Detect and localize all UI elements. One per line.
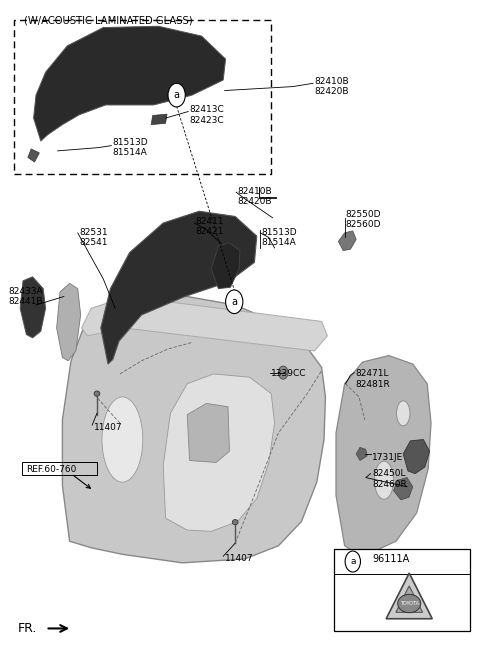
Ellipse shape bbox=[374, 461, 394, 499]
Text: 82450L
82460R: 82450L 82460R bbox=[372, 469, 407, 489]
Ellipse shape bbox=[396, 401, 410, 426]
Polygon shape bbox=[28, 149, 39, 162]
Circle shape bbox=[168, 83, 185, 107]
Ellipse shape bbox=[232, 520, 238, 525]
Text: 82411
82421: 82411 82421 bbox=[196, 216, 224, 236]
Circle shape bbox=[278, 366, 288, 379]
Text: 96111A: 96111A bbox=[372, 554, 409, 564]
Polygon shape bbox=[34, 26, 226, 141]
Polygon shape bbox=[356, 447, 367, 461]
Text: 81513D
81514A: 81513D 81514A bbox=[262, 228, 297, 247]
Polygon shape bbox=[338, 231, 356, 251]
Polygon shape bbox=[396, 586, 422, 612]
Polygon shape bbox=[57, 283, 81, 361]
Polygon shape bbox=[187, 403, 229, 462]
Polygon shape bbox=[101, 211, 257, 364]
Polygon shape bbox=[163, 374, 275, 531]
Polygon shape bbox=[62, 297, 325, 563]
Ellipse shape bbox=[397, 594, 420, 613]
Polygon shape bbox=[211, 243, 240, 289]
FancyBboxPatch shape bbox=[334, 549, 470, 631]
Polygon shape bbox=[403, 440, 430, 474]
Polygon shape bbox=[386, 573, 432, 619]
Polygon shape bbox=[151, 114, 167, 125]
Text: 82410B
82420B: 82410B 82420B bbox=[314, 77, 349, 96]
Text: a: a bbox=[350, 557, 356, 566]
Text: 82550D
82560D: 82550D 82560D bbox=[346, 210, 381, 230]
Text: 82413C
82423C: 82413C 82423C bbox=[190, 105, 224, 125]
Polygon shape bbox=[20, 277, 46, 338]
Text: 81513D
81514A: 81513D 81514A bbox=[113, 138, 148, 157]
Ellipse shape bbox=[102, 397, 143, 482]
Polygon shape bbox=[336, 356, 431, 552]
Text: 82471L
82481R: 82471L 82481R bbox=[355, 369, 390, 389]
Text: TOYOTA: TOYOTA bbox=[400, 601, 419, 606]
Text: a: a bbox=[231, 297, 237, 307]
Text: 82531
82541: 82531 82541 bbox=[79, 228, 108, 247]
Text: 11407: 11407 bbox=[225, 554, 253, 564]
Polygon shape bbox=[394, 478, 413, 500]
Text: 82433A
82441B: 82433A 82441B bbox=[9, 287, 43, 306]
Text: REF.60-760: REF.60-760 bbox=[26, 464, 77, 474]
Text: 82410B
82420B: 82410B 82420B bbox=[238, 187, 272, 207]
Text: 1339CC: 1339CC bbox=[271, 369, 307, 379]
Text: a: a bbox=[174, 90, 180, 100]
Text: 11407: 11407 bbox=[94, 423, 122, 432]
Circle shape bbox=[226, 290, 243, 314]
Ellipse shape bbox=[94, 391, 100, 396]
Polygon shape bbox=[82, 297, 327, 351]
Text: (W/ACOUSTIC LAMINATED GLASS): (W/ACOUSTIC LAMINATED GLASS) bbox=[24, 16, 192, 26]
Circle shape bbox=[345, 551, 360, 572]
Text: FR.: FR. bbox=[18, 622, 37, 635]
Text: 1731JE: 1731JE bbox=[372, 453, 403, 462]
